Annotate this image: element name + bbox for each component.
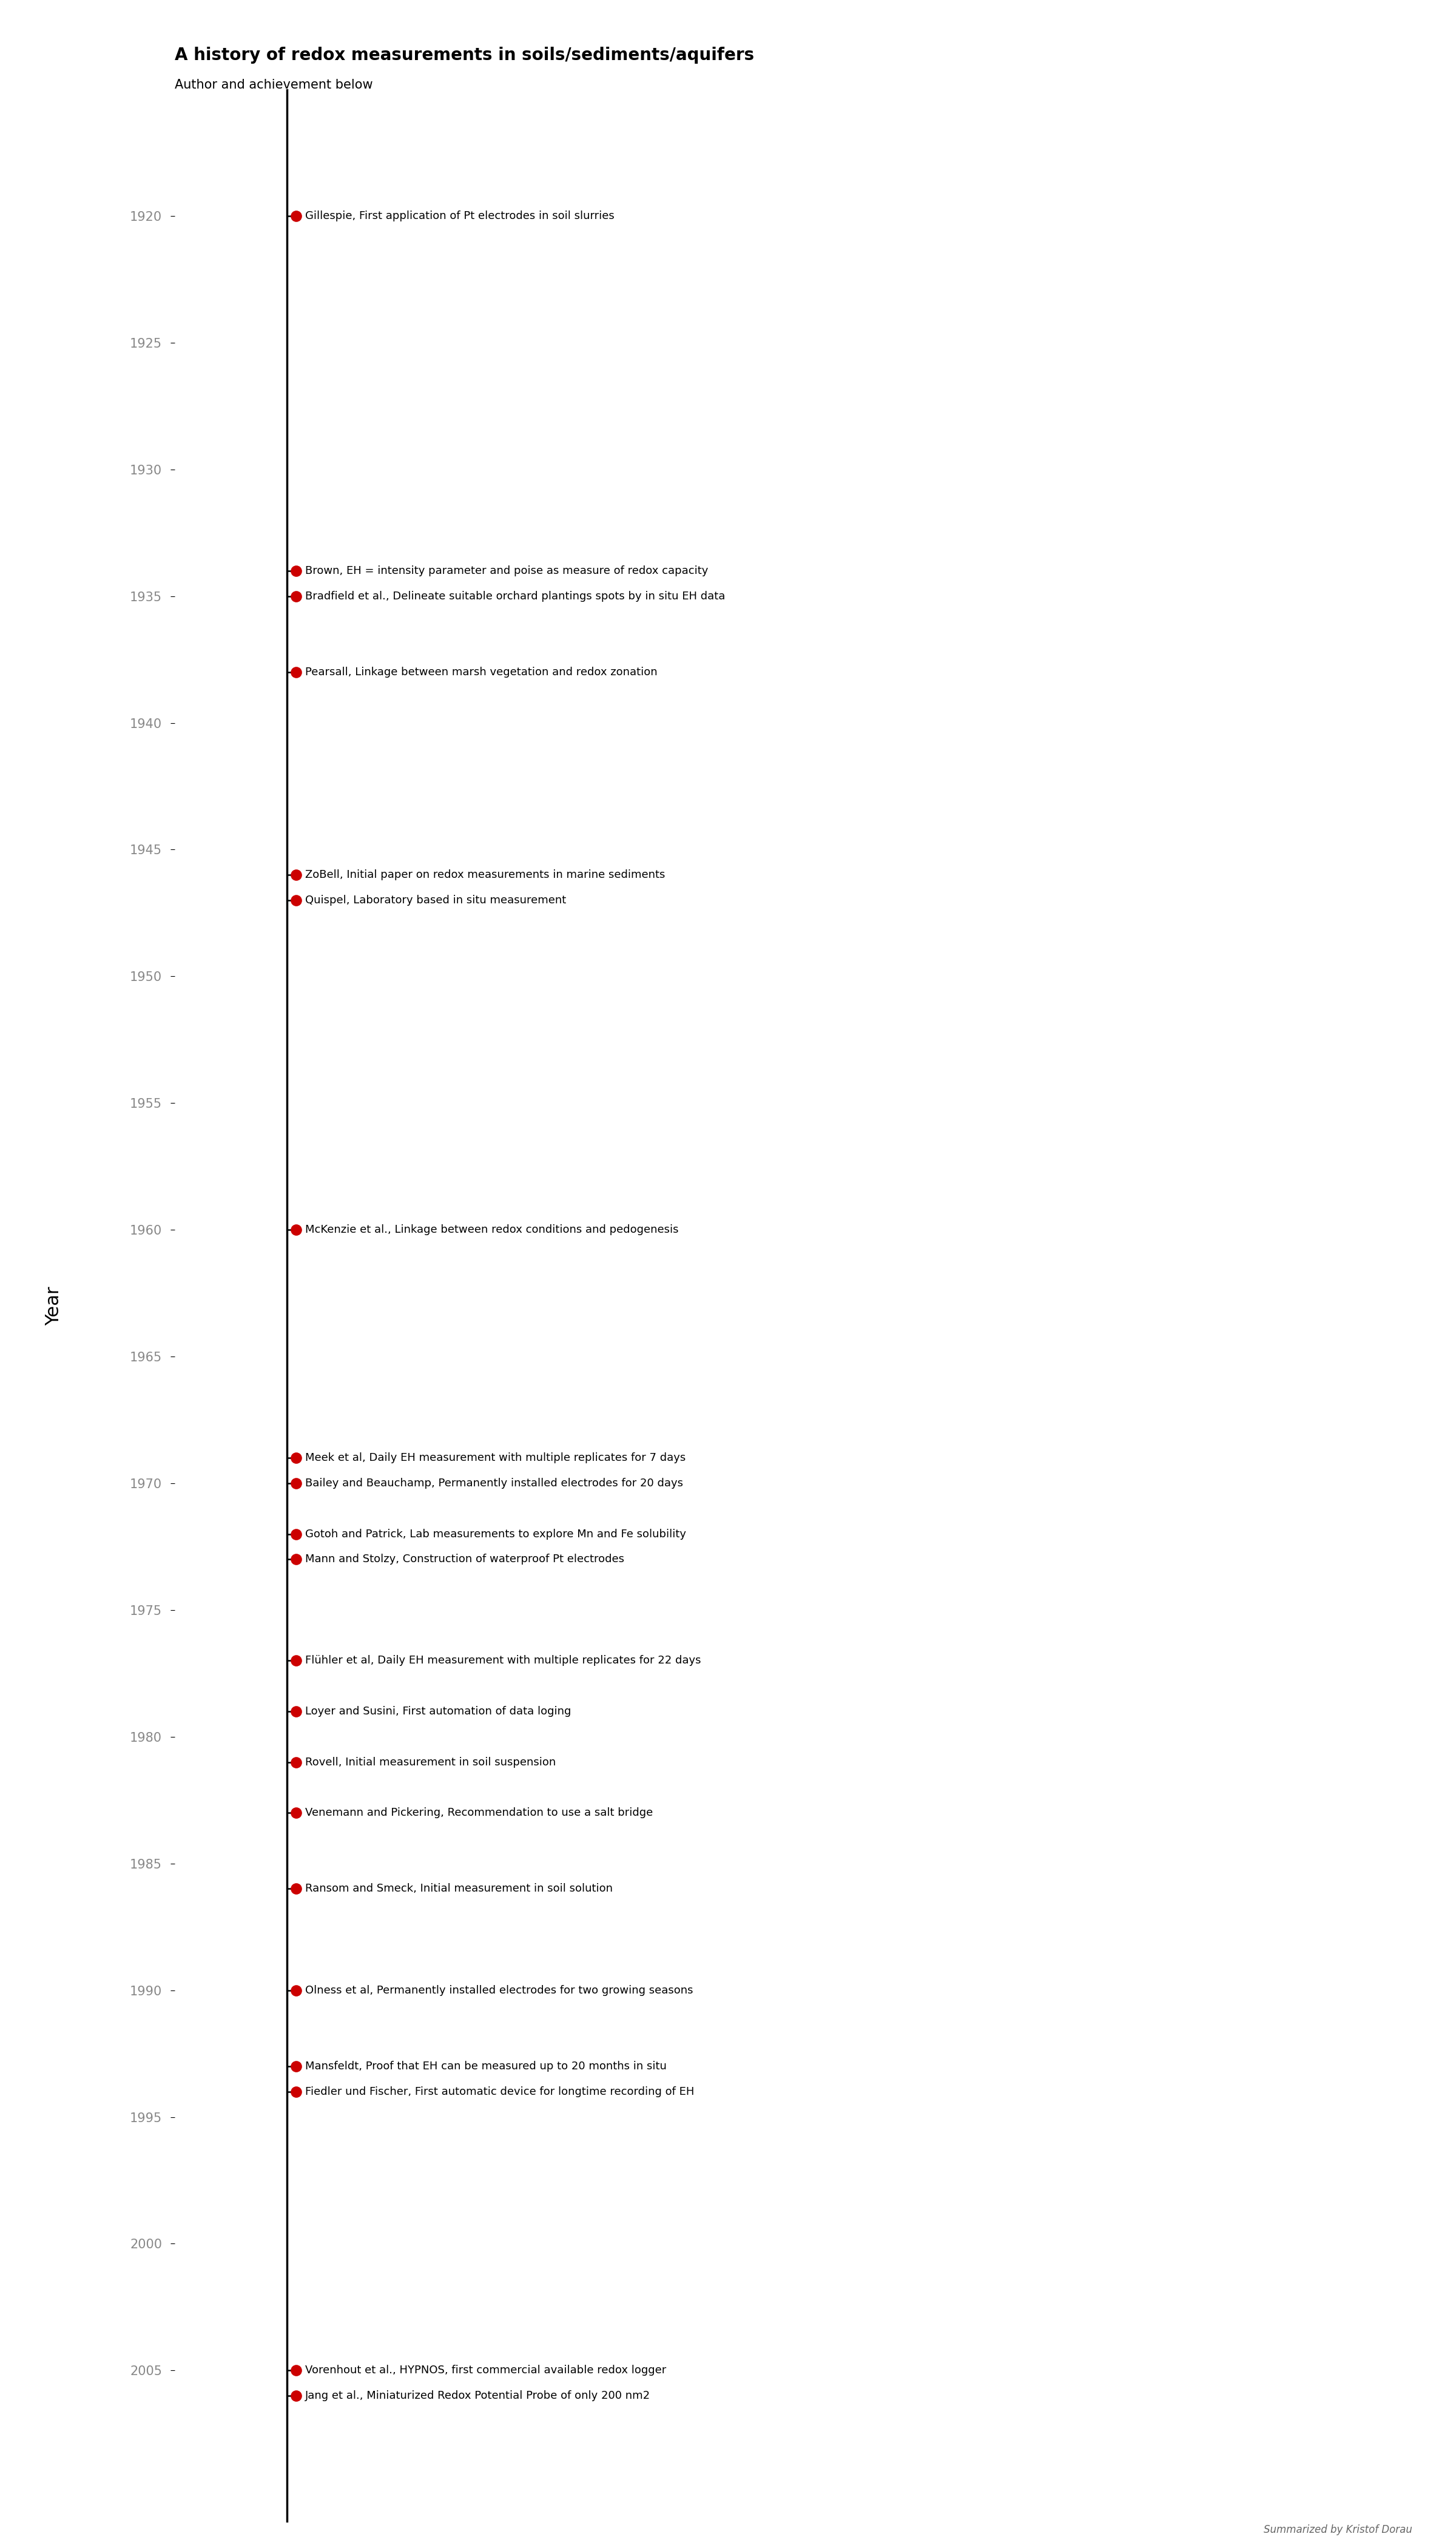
Point	[284, 2046, 307, 2087]
Text: Quispel, Laboratory based in situ measurement: Quispel, Laboratory based in situ measur…	[306, 894, 566, 905]
Point	[284, 576, 307, 617]
Text: Loyer and Susini, First automation of data loging: Loyer and Susini, First automation of da…	[306, 1707, 571, 1717]
Point	[284, 2349, 307, 2390]
Text: Olness et al, Permanently installed electrodes for two growing seasons: Olness et al, Permanently installed elec…	[306, 1985, 693, 1995]
Text: Flühler et al, Daily EH measurement with multiple replicates for 22 days: Flühler et al, Daily EH measurement with…	[306, 1656, 702, 1666]
Point	[284, 550, 307, 591]
Text: Rovell, Initial measurement in soil suspension: Rovell, Initial measurement in soil susp…	[306, 1756, 556, 1768]
Text: Venemann and Pickering, Recommendation to use a salt bridge: Venemann and Pickering, Recommendation t…	[306, 1807, 652, 1819]
Point	[284, 1791, 307, 1832]
Text: Bailey and Beauchamp, Permanently installed electrodes for 20 days: Bailey and Beauchamp, Permanently instal…	[306, 1478, 683, 1488]
Y-axis label: Year: Year	[45, 1287, 63, 1325]
Text: Mansfeldt, Proof that EH can be measured up to 20 months in situ: Mansfeldt, Proof that EH can be measured…	[306, 2061, 667, 2072]
Text: A history of redox measurements in soils/sediments/aquifers: A history of redox measurements in soils…	[175, 46, 754, 64]
Point	[284, 1868, 307, 1908]
Point	[284, 854, 307, 894]
Point	[284, 1210, 307, 1251]
Point	[284, 1514, 307, 1554]
Text: Brown, EH = intensity parameter and poise as measure of redox capacity: Brown, EH = intensity parameter and pois…	[306, 566, 708, 576]
Text: Gillespie, First application of Pt electrodes in soil slurries: Gillespie, First application of Pt elect…	[306, 211, 614, 222]
Point	[284, 1539, 307, 1580]
Text: Author and achievement below: Author and achievement below	[175, 79, 373, 92]
Point	[284, 2072, 307, 2112]
Point	[284, 1437, 307, 1478]
Point	[284, 1692, 307, 1733]
Text: Bradfield et al., Delineate suitable orchard plantings spots by in situ EH data: Bradfield et al., Delineate suitable orc…	[306, 591, 725, 601]
Point	[284, 1743, 307, 1784]
Text: Pearsall, Linkage between marsh vegetation and redox zonation: Pearsall, Linkage between marsh vegetati…	[306, 668, 658, 678]
Point	[284, 652, 307, 693]
Text: Gotoh and Patrick, Lab measurements to explore Mn and Fe solubility: Gotoh and Patrick, Lab measurements to e…	[306, 1529, 686, 1539]
Point	[284, 196, 307, 237]
Text: Summarized by Kristof Dorau: Summarized by Kristof Dorau	[1264, 2525, 1412, 2535]
Point	[284, 2375, 307, 2416]
Text: Ransom and Smeck, Initial measurement in soil solution: Ransom and Smeck, Initial measurement in…	[306, 1883, 613, 1893]
Text: Jang et al., Miniaturized Redox Potential Probe of only 200 nm2: Jang et al., Miniaturized Redox Potentia…	[306, 2390, 651, 2400]
Point	[284, 1641, 307, 1682]
Point	[284, 879, 307, 920]
Text: Vorenhout et al., HYPNOS, first commercial available redox logger: Vorenhout et al., HYPNOS, first commerci…	[306, 2365, 667, 2375]
Text: Mann and Stolzy, Construction of waterproof Pt electrodes: Mann and Stolzy, Construction of waterpr…	[306, 1554, 625, 1564]
Text: Meek et al, Daily EH measurement with multiple replicates for 7 days: Meek et al, Daily EH measurement with mu…	[306, 1452, 686, 1463]
Text: ZoBell, Initial paper on redox measurements in marine sediments: ZoBell, Initial paper on redox measureme…	[306, 869, 665, 882]
Text: Fiedler und Fischer, First automatic device for longtime recording of EH: Fiedler und Fischer, First automatic dev…	[306, 2087, 695, 2097]
Point	[284, 1970, 307, 2010]
Point	[284, 1463, 307, 1503]
Text: McKenzie et al., Linkage between redox conditions and pedogenesis: McKenzie et al., Linkage between redox c…	[306, 1226, 678, 1236]
